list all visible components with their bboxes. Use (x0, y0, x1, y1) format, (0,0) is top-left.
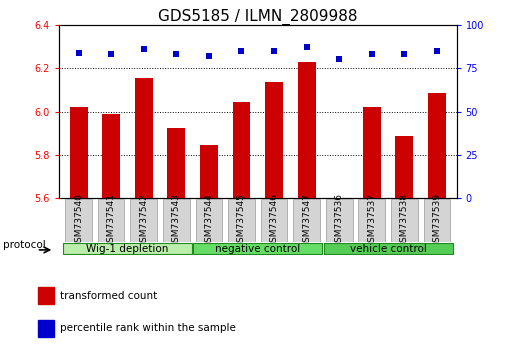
FancyBboxPatch shape (359, 199, 385, 241)
Point (140, 46, 148, 52)
Point (400, 51, 408, 57)
Bar (200, 145, 218, 354)
Bar (363, 107, 381, 354)
Text: GSM737541: GSM737541 (107, 193, 115, 248)
Text: protocol: protocol (3, 240, 45, 250)
Bar (428, 93, 446, 354)
Bar (135, 78, 153, 354)
Bar (70, 107, 88, 354)
Text: GSM737547: GSM737547 (302, 193, 311, 248)
Text: transformed count: transformed count (60, 291, 157, 301)
Text: GSM737537: GSM737537 (367, 193, 377, 248)
Text: negative control: negative control (215, 244, 301, 254)
Point (172, 51, 181, 57)
FancyBboxPatch shape (228, 199, 255, 241)
Bar (298, 62, 315, 354)
Bar (38, 320, 53, 337)
FancyBboxPatch shape (391, 199, 418, 241)
Text: GSM737539: GSM737539 (432, 193, 442, 248)
Text: GSM737545: GSM737545 (237, 193, 246, 248)
Point (368, 51, 376, 57)
FancyBboxPatch shape (163, 199, 190, 241)
FancyBboxPatch shape (293, 199, 320, 241)
FancyBboxPatch shape (424, 199, 450, 241)
Text: GSM737546: GSM737546 (269, 193, 279, 248)
Text: GSM737538: GSM737538 (400, 193, 409, 248)
Text: GSM737542: GSM737542 (139, 193, 148, 248)
Point (303, 45, 311, 50)
FancyBboxPatch shape (193, 243, 322, 254)
Bar (265, 82, 283, 354)
FancyBboxPatch shape (65, 199, 92, 241)
Bar (102, 114, 120, 354)
Point (433, 48, 441, 53)
Point (335, 57, 343, 62)
Text: GSM737543: GSM737543 (172, 193, 181, 248)
FancyBboxPatch shape (326, 199, 352, 241)
FancyBboxPatch shape (195, 199, 222, 241)
FancyBboxPatch shape (63, 243, 192, 254)
Text: GSM737540: GSM737540 (74, 193, 83, 248)
Point (238, 48, 246, 53)
Text: vehicle control: vehicle control (350, 244, 427, 254)
Bar (396, 136, 413, 354)
Point (270, 48, 278, 53)
FancyBboxPatch shape (98, 199, 125, 241)
Point (107, 51, 115, 57)
FancyBboxPatch shape (324, 243, 452, 254)
FancyBboxPatch shape (261, 199, 287, 241)
Text: GSM737544: GSM737544 (204, 193, 213, 248)
Title: GDS5185 / ILMN_2809988: GDS5185 / ILMN_2809988 (158, 8, 358, 25)
Bar (330, 198, 348, 354)
Point (205, 53, 213, 59)
Text: GSM737536: GSM737536 (335, 193, 344, 248)
Text: Wig-1 depletion: Wig-1 depletion (86, 244, 169, 254)
Bar (167, 128, 185, 354)
Point (74, 50, 83, 55)
Bar (38, 287, 53, 304)
Bar (232, 102, 250, 354)
FancyBboxPatch shape (130, 199, 157, 241)
Text: percentile rank within the sample: percentile rank within the sample (60, 323, 236, 333)
